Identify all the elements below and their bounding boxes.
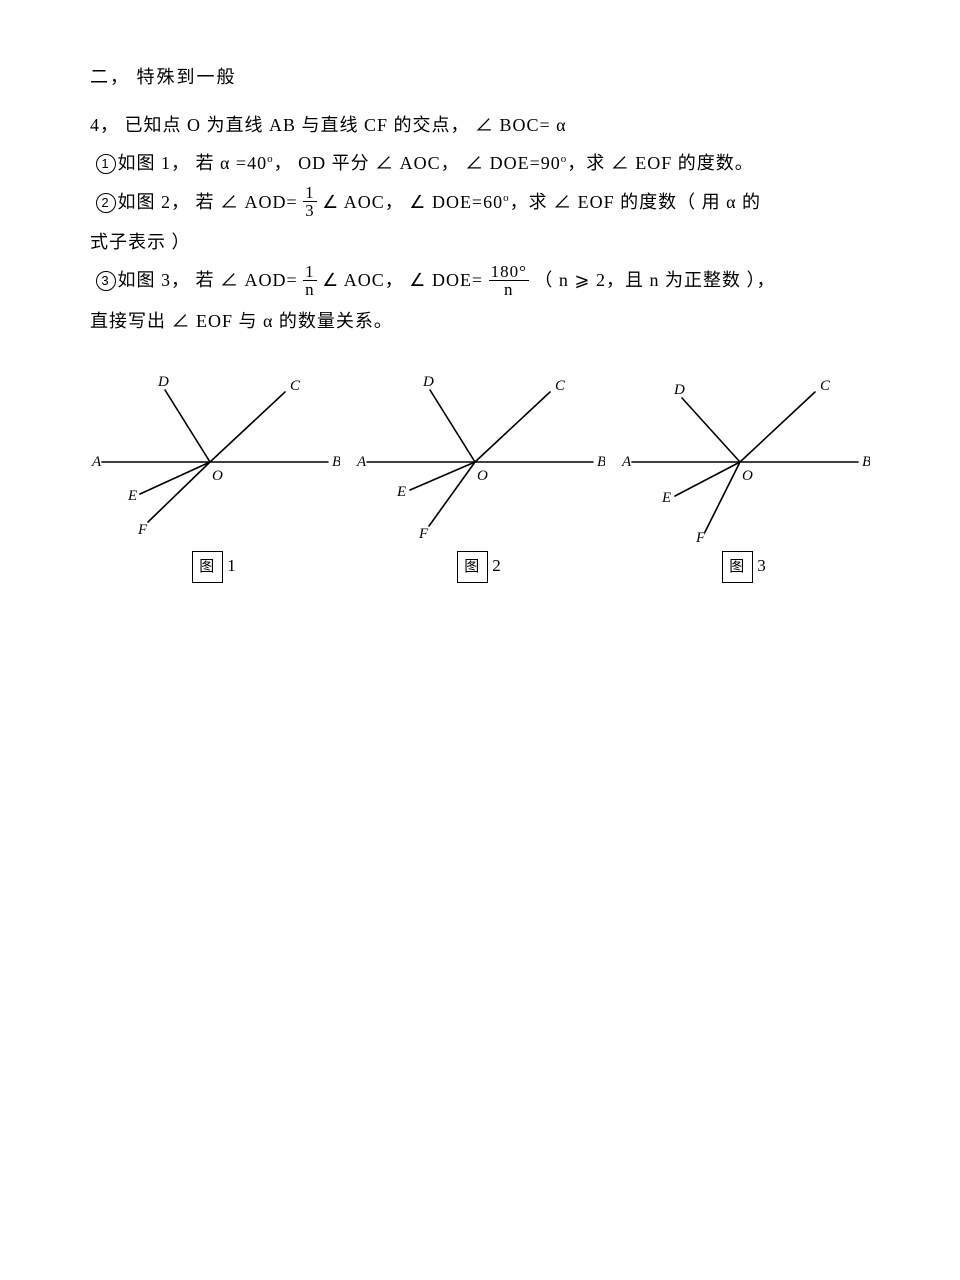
figure-1: A B C D E F O 图1 xyxy=(90,372,340,584)
svg-text:F: F xyxy=(137,522,148,538)
frac-den: 3 xyxy=(303,202,317,219)
svg-text:O: O xyxy=(212,468,223,484)
frac-num: 1 xyxy=(303,184,317,202)
caption-num: 3 xyxy=(757,556,768,575)
figure-2-svg: A B C D E F O xyxy=(355,372,605,542)
frac-den: n xyxy=(489,281,529,298)
svg-text:A: A xyxy=(356,454,367,470)
svg-text:D: D xyxy=(673,382,685,398)
svg-text:A: A xyxy=(91,454,102,470)
part2-text-a: 如图 2， 若 ∠ AOD= xyxy=(118,192,304,212)
caption-num: 2 xyxy=(492,556,503,575)
svg-text:C: C xyxy=(555,378,566,394)
circle-1-icon: 1 xyxy=(96,154,116,174)
part1-text-c: ，求 ∠ EOF 的度数。 xyxy=(567,153,754,173)
frac-den: n xyxy=(303,281,317,298)
figure-2-caption: 图2 xyxy=(355,550,605,584)
svg-text:C: C xyxy=(290,378,301,394)
svg-text:C: C xyxy=(820,378,831,394)
figure-3: A B C D E F O 图3 xyxy=(620,372,870,584)
part2-text-b: ∠ AOC， ∠ DOE=60 xyxy=(317,192,503,212)
part-2: 2如图 2， 若 ∠ AOD= 13 ∠ AOC， ∠ DOE=60o，求 ∠ … xyxy=(90,185,870,221)
part-3-line2: 直接写出 ∠ EOF 与 α 的数量关系。 xyxy=(90,304,870,338)
svg-text:E: E xyxy=(127,488,137,504)
svg-text:D: D xyxy=(422,374,434,390)
caption-box: 图 xyxy=(457,551,488,584)
caption-box: 图 xyxy=(722,551,753,584)
section-title: 二， 特殊到一般 xyxy=(90,60,870,94)
fraction-1-3: 13 xyxy=(303,184,317,219)
circle-3-icon: 3 xyxy=(96,271,116,291)
caption-box: 图 xyxy=(192,551,223,584)
problem-intro: 4， 已知点 O 为直线 AB 与直线 CF 的交点， ∠ BOC= α xyxy=(90,108,870,142)
svg-text:E: E xyxy=(661,490,671,506)
fraction-180-n: 180°n xyxy=(489,263,529,298)
part3-text-c: （ n ⩾ 2，且 n 为正整数 ）， xyxy=(529,270,776,290)
svg-text:B: B xyxy=(862,454,870,470)
svg-text:F: F xyxy=(418,526,429,542)
part-3: 3如图 3， 若 ∠ AOD= 1n ∠ AOC， ∠ DOE= 180°n （… xyxy=(90,263,870,299)
frac-num: 180° xyxy=(489,263,529,281)
frac-num: 1 xyxy=(303,263,317,281)
figure-3-svg: A B C D E F O xyxy=(620,372,870,542)
figures-row: ABCDEFO 图1 ABCDEFO 图2 ABCDEFO 图3 xyxy=(90,372,870,584)
part1-text-a: 如图 1， 若 α =40 xyxy=(118,153,268,173)
svg-text:B: B xyxy=(332,454,340,470)
svg-text:A: A xyxy=(621,454,632,470)
figure-1-svg: A B C D E F O xyxy=(90,372,340,542)
part3-text-b: ∠ AOC， ∠ DOE= xyxy=(317,270,489,290)
part-2-line2: 式子表示 ） xyxy=(90,225,870,259)
svg-text:O: O xyxy=(742,468,753,484)
caption-num: 1 xyxy=(227,556,238,575)
circle-2-icon: 2 xyxy=(96,193,116,213)
figure-3-caption: 图3 xyxy=(620,550,870,584)
part-1: 1如图 1， 若 α =40o， OD 平分 ∠ AOC， ∠ DOE=90o，… xyxy=(90,146,870,180)
figure-2: A B C D E F O 图2 xyxy=(355,372,605,584)
part2-text-c: ，求 ∠ EOF 的度数（ 用 α 的 xyxy=(510,192,761,212)
fraction-1-n: 1n xyxy=(303,263,317,298)
svg-text:F: F xyxy=(695,530,706,542)
part3-text-a: 如图 3， 若 ∠ AOD= xyxy=(118,270,304,290)
part1-text-b: ， OD 平分 ∠ AOC， ∠ DOE=90 xyxy=(274,153,561,173)
svg-text:E: E xyxy=(396,484,406,500)
svg-text:O: O xyxy=(477,468,488,484)
svg-text:B: B xyxy=(597,454,605,470)
svg-text:D: D xyxy=(157,374,169,390)
figure-1-caption: 图1 xyxy=(90,550,340,584)
